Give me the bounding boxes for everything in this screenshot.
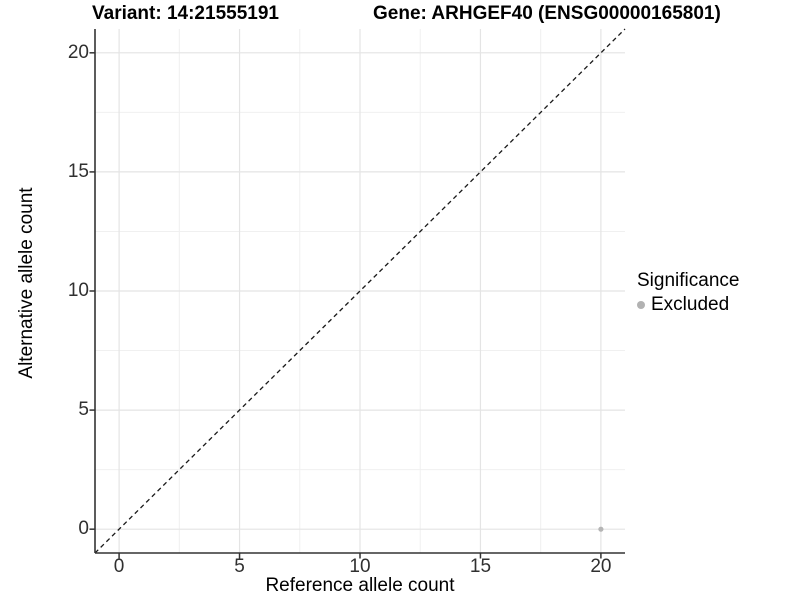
legend: Significance Excluded [637,270,739,316]
x-tick-label: 5 [234,556,245,577]
y-tick-label: 0 [78,518,89,540]
y-axis-title: Alternative allele count [16,187,37,379]
plot-title-gene: Gene: ARHGEF40 (ENSG00000165801) [373,3,721,24]
y-tick-label: 20 [67,41,89,63]
y-tick-label: 10 [67,280,89,301]
x-axis-title: Reference allele count [265,575,455,596]
x-tick-label: 0 [113,556,125,577]
x-tick-label: 10 [349,556,371,577]
legend-point-icon [637,301,645,309]
legend-item-label: Excluded [651,294,730,315]
x-tick-label: 15 [469,556,492,577]
y-tick-label: 15 [67,160,89,182]
identity-dashed-line [94,28,626,554]
legend-item-excluded: Excluded [637,294,739,316]
data-point [598,526,604,532]
x-tick-label: 20 [590,556,612,577]
legend-title: Significance [637,270,740,291]
y-tick-label: 5 [78,399,89,421]
plot-title-variant: Variant: 14:21555191 [92,3,279,24]
